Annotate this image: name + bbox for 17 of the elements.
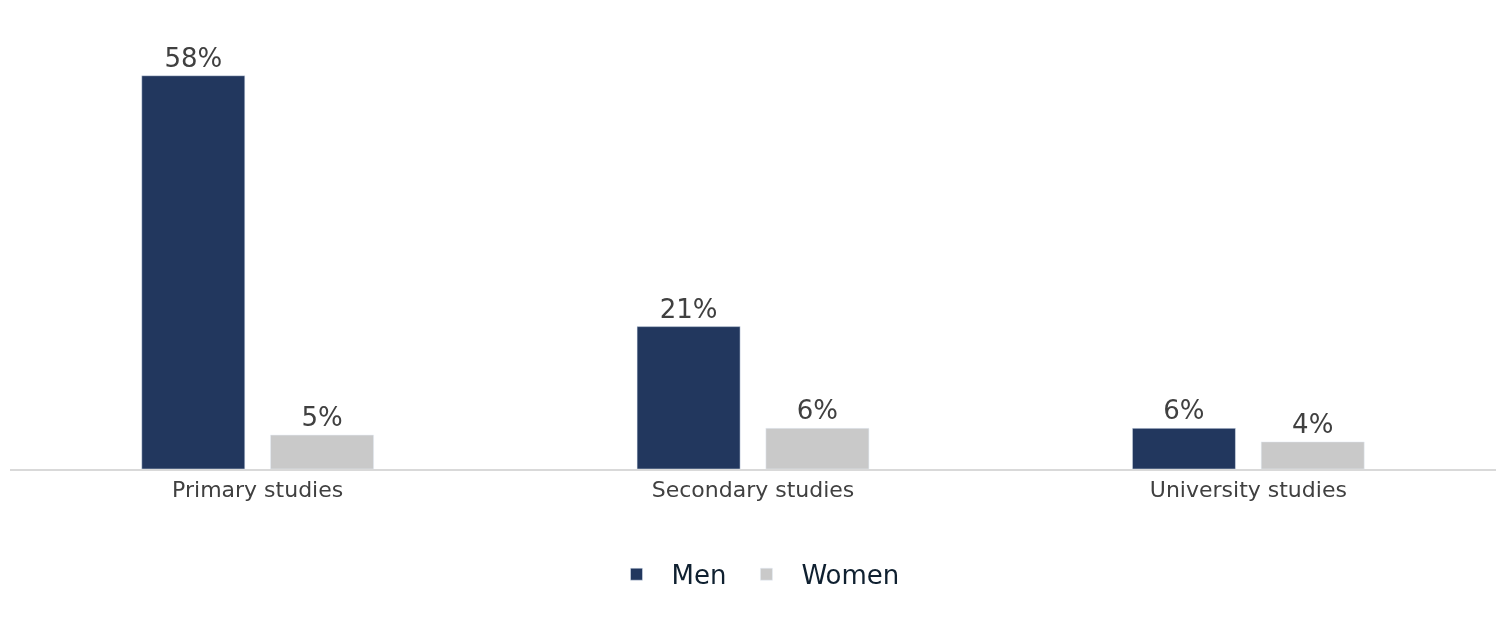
x-tick-label: University studies bbox=[1149, 477, 1347, 503]
bar bbox=[765, 428, 870, 469]
bar bbox=[636, 326, 741, 469]
data-label: 6% bbox=[796, 395, 839, 426]
data-label: 4% bbox=[1292, 408, 1334, 439]
data-label: 58% bbox=[164, 42, 223, 73]
legend-label: Men bbox=[671, 560, 727, 591]
bar bbox=[1132, 428, 1236, 469]
bar bbox=[270, 434, 374, 469]
legend-label: Women bbox=[801, 560, 900, 591]
data-label: 6% bbox=[1163, 395, 1205, 426]
bar bbox=[1260, 441, 1365, 469]
bar bbox=[141, 75, 246, 469]
data-label: 5% bbox=[301, 402, 343, 433]
x-tick-label: Secondary studies bbox=[651, 477, 855, 503]
x-tick-label: Primary studies bbox=[172, 477, 344, 503]
data-label: 21% bbox=[659, 293, 718, 324]
